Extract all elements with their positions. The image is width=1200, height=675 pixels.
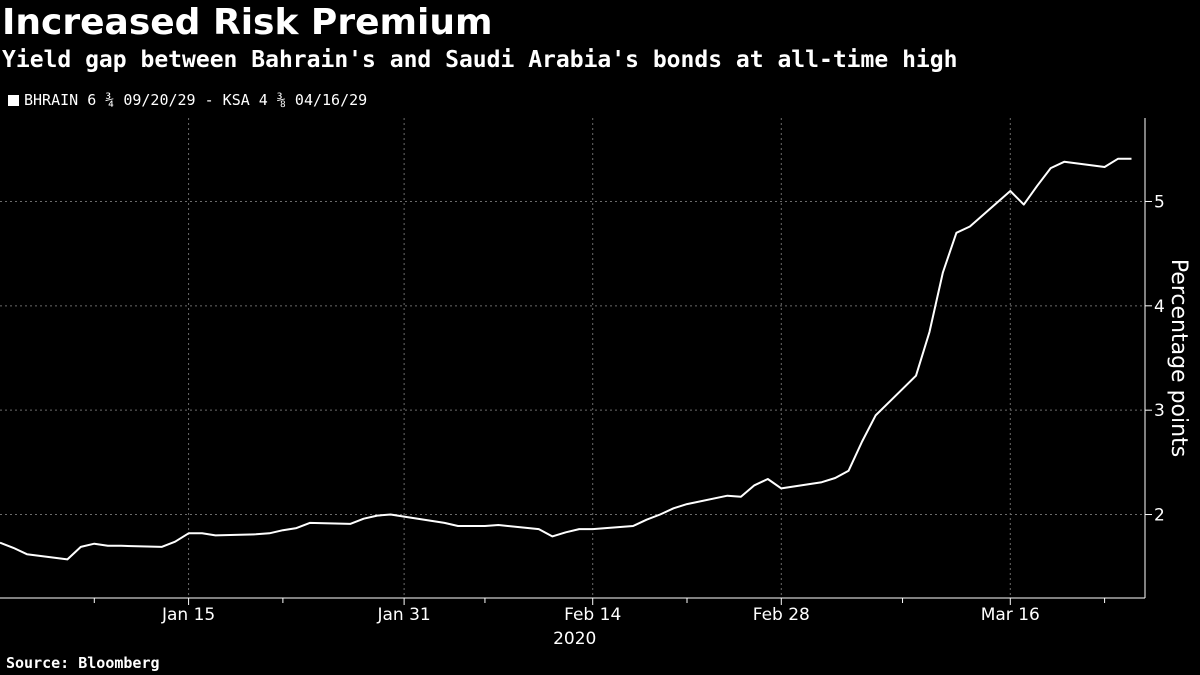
x-tick-label: Feb 28	[753, 605, 810, 625]
series-line	[0, 157, 1132, 561]
y-tick-label: 2	[1154, 506, 1165, 526]
x-tick-label: Jan 15	[161, 605, 215, 625]
y-tick-label: 4	[1154, 297, 1165, 317]
x-tick-label: Mar 16	[981, 605, 1040, 625]
y-axis-title: Percentage points	[1166, 259, 1191, 457]
legend: BHRAIN 6 ¾ 09/20/29 - KSA 4 ⅜ 04/16/29	[8, 90, 367, 110]
y-tick-label: 3	[1154, 401, 1165, 421]
legend-swatch	[8, 94, 19, 106]
y-tick-label: 5	[1154, 192, 1165, 212]
source-note: Source: Bloomberg	[6, 654, 160, 672]
legend-label: BHRAIN 6 ¾ 09/20/29 - KSA 4 ⅜ 04/16/29	[24, 91, 368, 109]
x-tick-label: Jan 31	[376, 605, 430, 625]
x-tick-label: Feb 14	[564, 605, 621, 625]
chart-subtitle: Yield gap between Bahrain's and Saudi Ar…	[2, 47, 958, 73]
x-year-label: 2020	[553, 629, 596, 649]
chart-title: Increased Risk Premium	[2, 2, 493, 43]
